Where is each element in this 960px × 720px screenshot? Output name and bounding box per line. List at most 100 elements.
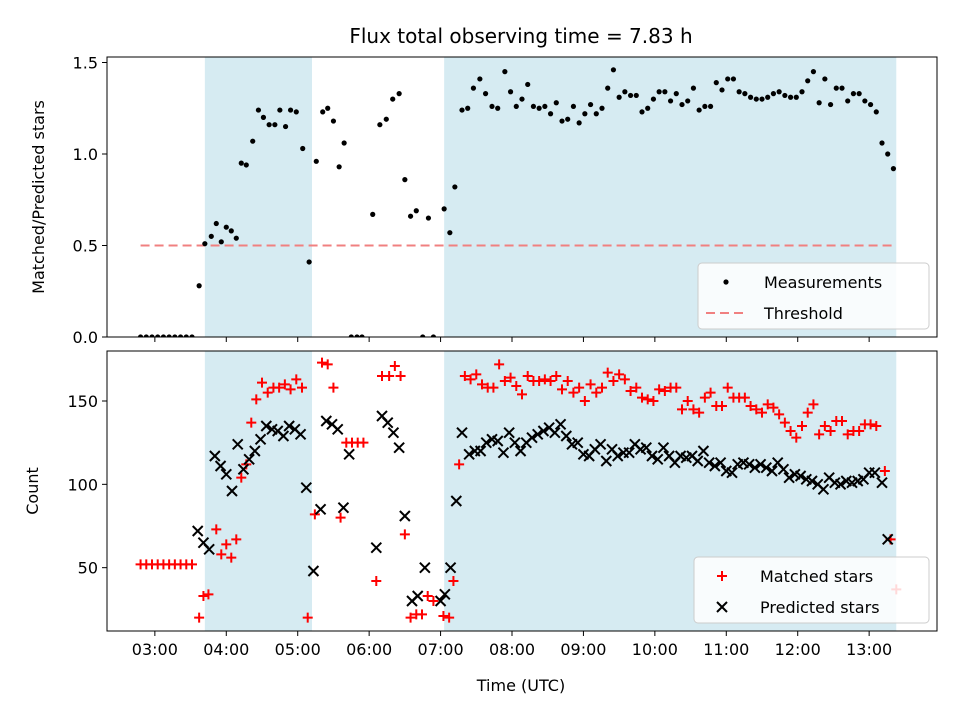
predicted-star-point	[640, 441, 652, 454]
measurement-point	[348, 334, 354, 337]
matched-star-point	[842, 429, 853, 440]
predicted-star-point	[320, 415, 332, 427]
measurement-point	[759, 96, 765, 102]
x-tick-label: 04:00	[203, 640, 249, 659]
measurement-point	[330, 118, 337, 124]
predicted-star-point	[277, 430, 290, 442]
measurement-point	[776, 89, 782, 95]
predicted-star-point	[260, 420, 272, 432]
measurement-point	[447, 230, 453, 236]
series-predicted-stars	[192, 410, 894, 607]
predicted-star-point	[726, 466, 738, 479]
predicted-star-point	[794, 470, 807, 482]
predicted-star-point	[243, 453, 255, 466]
legend-label: Matched stars	[760, 567, 873, 586]
measurement-point	[685, 98, 691, 104]
matched-star-point	[631, 382, 642, 393]
observing-interval-shade	[204, 351, 312, 631]
matched-star-point	[677, 404, 687, 415]
predicted-star-point	[652, 453, 664, 466]
measurement-point	[616, 94, 622, 100]
matched-star-point	[879, 466, 890, 476]
x-tick-label: 05:00	[275, 640, 321, 659]
predicted-star-point	[450, 495, 462, 507]
measurement-point	[255, 107, 262, 113]
matched-star-point	[335, 512, 346, 523]
matched-star-point	[539, 374, 550, 385]
matched-star-point	[768, 402, 779, 413]
matched-star-point	[591, 387, 602, 398]
axes-frame	[106, 350, 938, 632]
measurement-point	[839, 85, 845, 91]
matched-star-point	[871, 421, 882, 431]
matched-star-point	[648, 396, 659, 406]
measurement-point	[425, 215, 432, 221]
matched-star-point	[494, 359, 505, 370]
measurement-point	[137, 334, 144, 337]
measurement-point	[667, 98, 674, 104]
matched-star-point	[236, 472, 247, 483]
matched-star-point	[614, 369, 625, 380]
predicted-star-point	[754, 458, 767, 471]
x-tick-label: 07:00	[418, 640, 464, 659]
matched-star-point	[251, 394, 262, 405]
measurement-point	[673, 91, 679, 97]
predicted-star-point	[232, 438, 244, 451]
matched-star-point	[545, 376, 556, 386]
matched-star-point	[682, 396, 693, 406]
matched-star-point	[562, 376, 573, 386]
matched-star-point	[837, 416, 847, 426]
matched-star-point	[257, 377, 267, 388]
matched-star-point	[291, 374, 302, 385]
measurement-point	[213, 220, 219, 227]
matched-star-point	[819, 421, 830, 431]
predicted-star-point	[697, 445, 710, 457]
top-panel: 0.0 0.5 1.0 1.5 Matched/Predicted stars Measu…	[29, 53, 938, 347]
measurement-point	[260, 114, 267, 120]
y-tick-label: 0.5	[73, 236, 98, 255]
measurement-point	[183, 334, 189, 337]
predicted-star-point	[703, 456, 715, 469]
measurement-point	[599, 105, 605, 111]
measurement-point	[605, 85, 611, 91]
measurement-point	[810, 69, 817, 75]
matched-star-point	[246, 417, 257, 428]
measurement-point	[833, 85, 839, 91]
matched-star-point	[198, 591, 209, 601]
predicted-star-point	[646, 450, 658, 462]
matched-star-point	[534, 376, 545, 386]
series-matched-stars	[135, 357, 902, 623]
measurement-point	[325, 105, 331, 111]
x-tick-label: 08:00	[489, 640, 535, 659]
predicted-star-point	[509, 436, 521, 449]
measurement-point	[282, 123, 289, 130]
measurement-point	[272, 122, 278, 128]
matched-star-point	[854, 426, 865, 436]
predicted-star-point	[714, 456, 727, 469]
y-tick-label: 100	[67, 475, 98, 494]
matched-star-point	[814, 429, 825, 440]
measurement-point	[519, 96, 525, 102]
legend-label: Measurements	[764, 273, 882, 292]
measurement-point	[753, 96, 759, 102]
predicted-star-point	[623, 446, 635, 459]
measurement-point	[587, 101, 594, 108]
matched-star-point	[802, 407, 813, 418]
matched-star-point	[654, 384, 665, 395]
matched-star-point	[274, 382, 285, 393]
predicted-star-point	[572, 436, 584, 449]
x-tick-label: 13:00	[846, 640, 892, 659]
predicted-star-point	[220, 468, 232, 481]
matched-star-point	[221, 539, 232, 550]
matched-star-point	[438, 611, 449, 621]
legend-label: Threshold	[763, 304, 843, 323]
y-axis-label: Matched/Predicted stars	[29, 100, 48, 294]
matched-star-point	[405, 612, 416, 623]
matched-star-point	[371, 576, 382, 586]
predicted-star-point	[393, 441, 405, 454]
measurement-point	[233, 235, 239, 241]
matched-star-point	[285, 384, 296, 395]
measurement-point	[645, 105, 651, 111]
x-tick-label: 09:00	[560, 640, 606, 659]
measurement-point	[149, 334, 155, 337]
